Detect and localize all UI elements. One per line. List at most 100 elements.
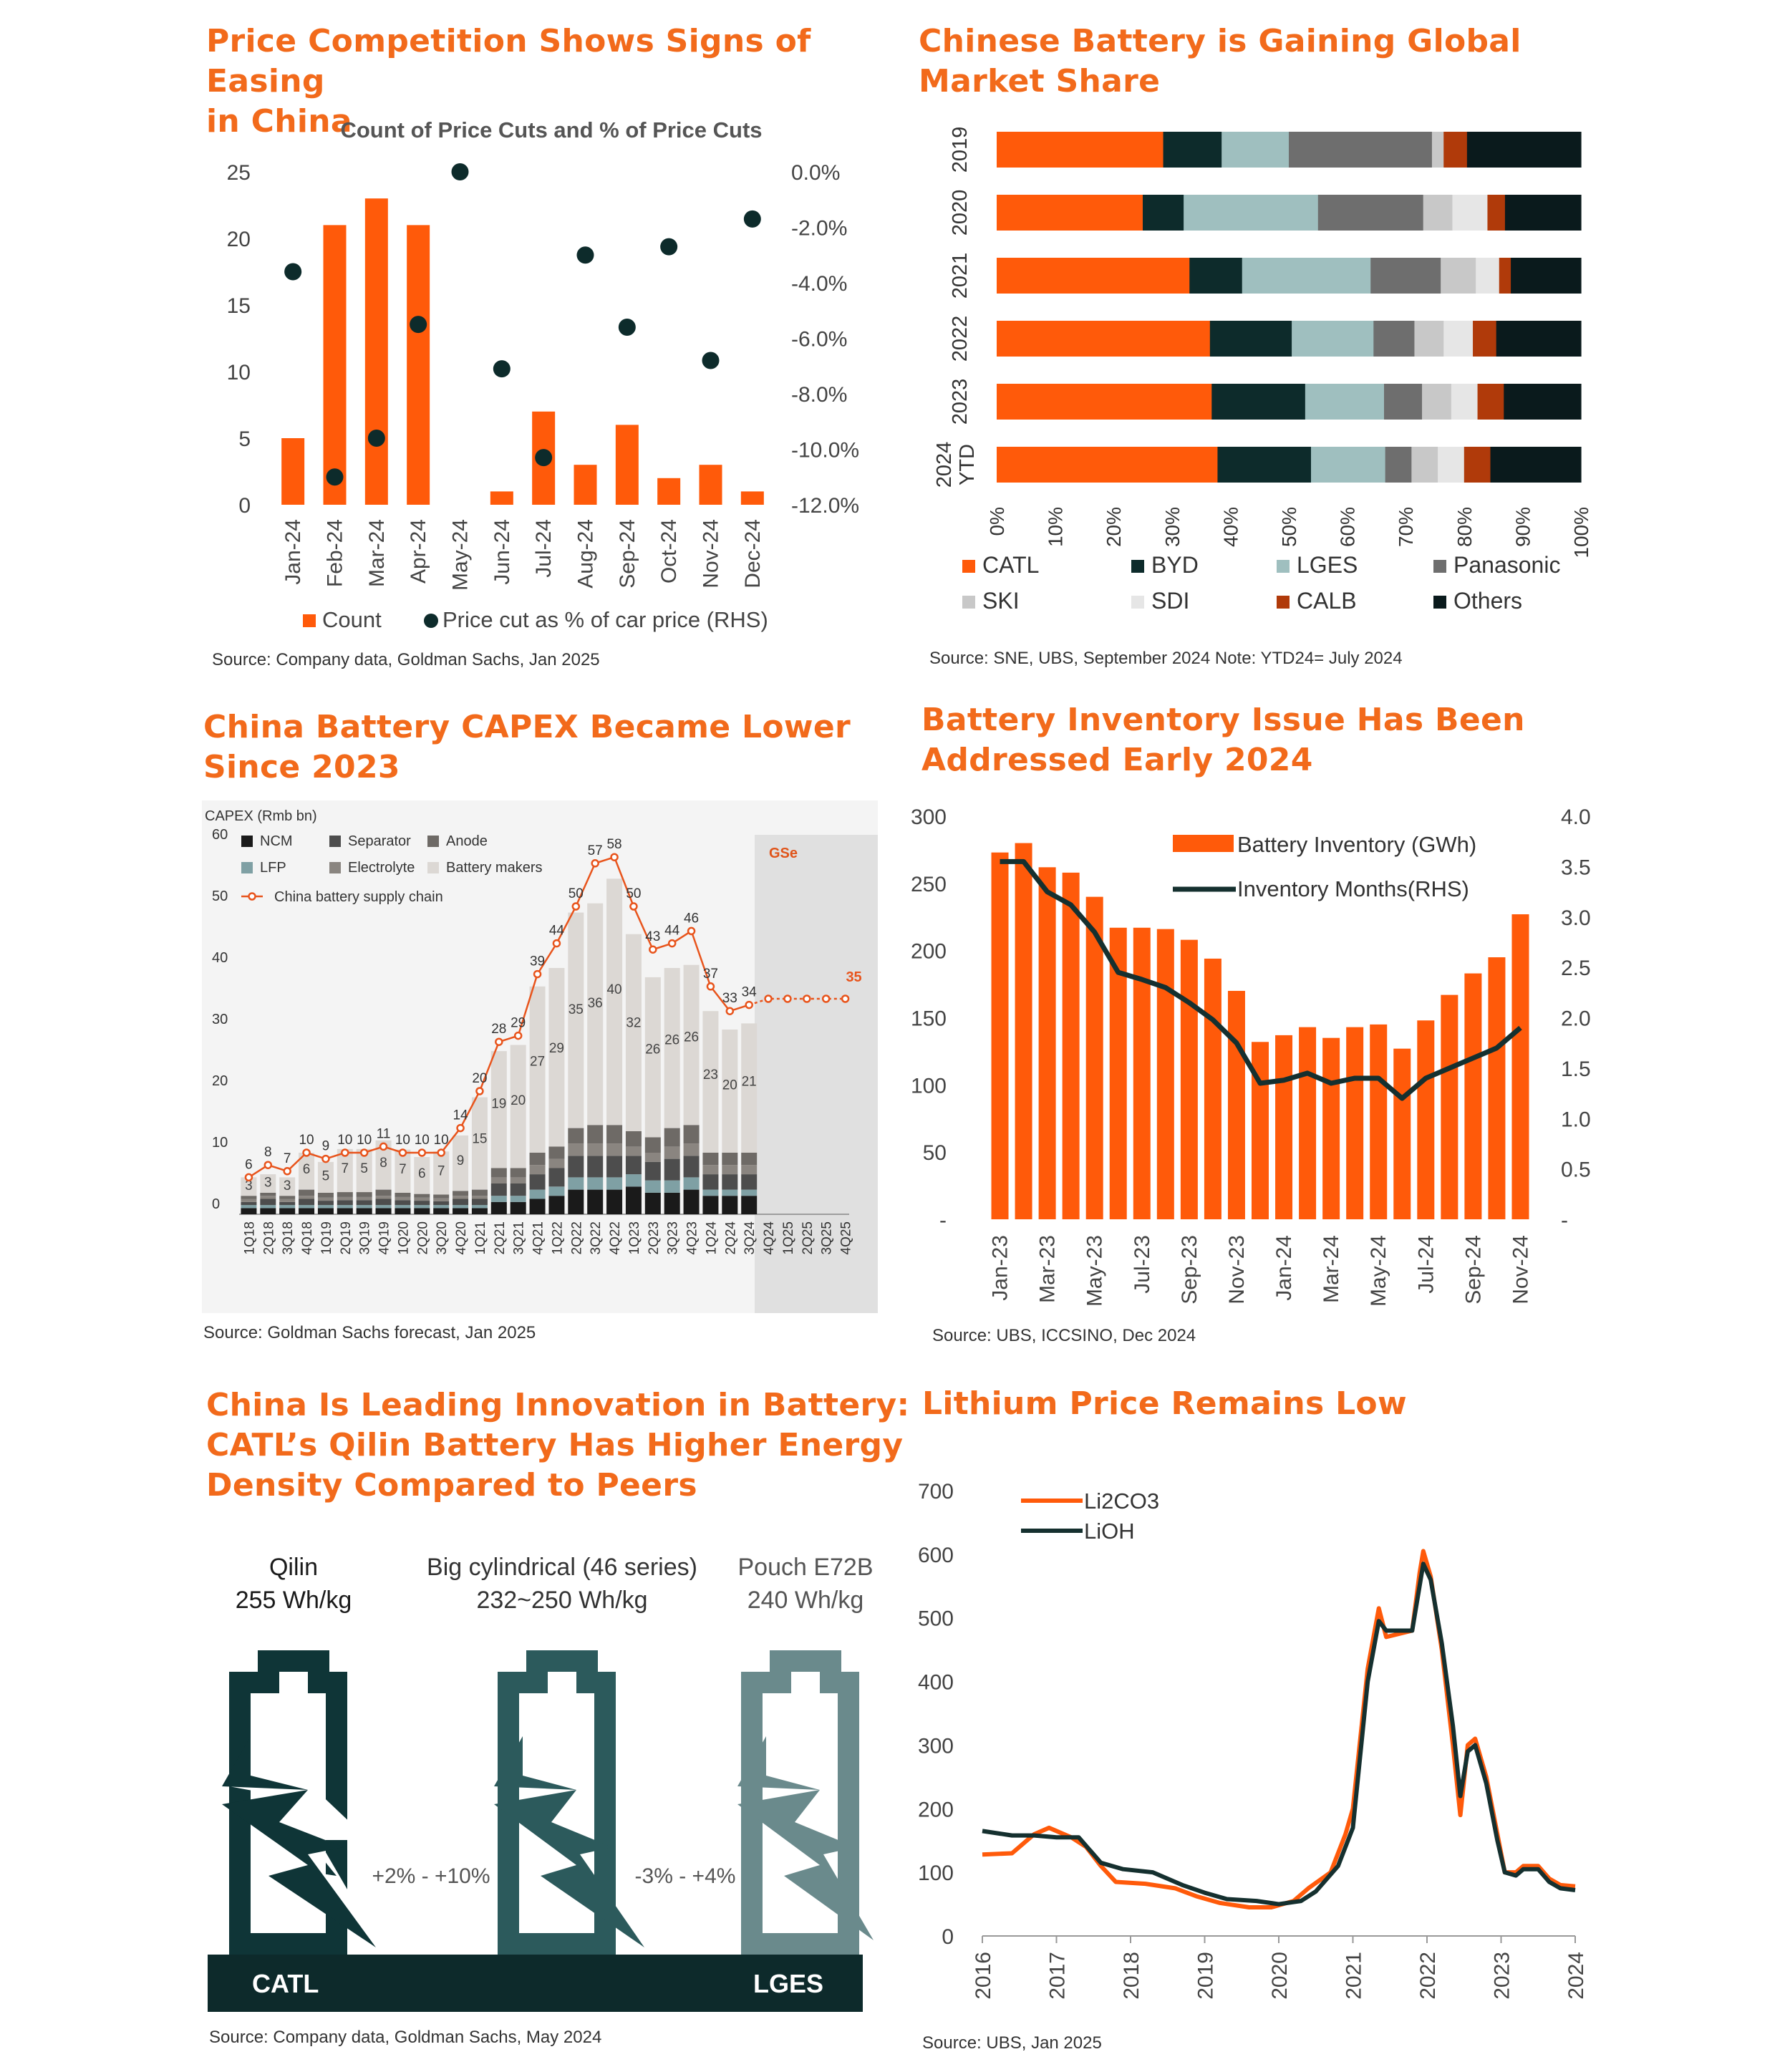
supply-chain-point bbox=[591, 859, 599, 868]
stacked-bar-segment bbox=[683, 964, 700, 1125]
y-tick-right: 1.5 bbox=[1561, 1057, 1591, 1081]
legend-swatch bbox=[962, 596, 975, 609]
comparison-bar-right: LGES bbox=[753, 1969, 823, 1998]
stacked-bar-segment bbox=[375, 1189, 392, 1196]
y-tick-right: 0.5 bbox=[1561, 1158, 1591, 1182]
x-tick-label: 2Q20 bbox=[415, 1221, 430, 1254]
lioh-line bbox=[982, 1562, 1576, 1907]
bar bbox=[1062, 872, 1080, 1219]
battery-3-name: Pouch E72B bbox=[737, 1554, 873, 1581]
y-tick-label: 0 bbox=[212, 1196, 220, 1212]
stacked-bar-segment bbox=[702, 1011, 719, 1153]
y-tick-left: 5 bbox=[238, 427, 251, 451]
stacked-bar-segment bbox=[490, 1201, 507, 1214]
x-tick-label: 3Q18 bbox=[281, 1221, 296, 1254]
innovation-title-line-3: Density Compared to Peers bbox=[206, 1467, 697, 1504]
stacked-bar-segment bbox=[414, 1194, 430, 1198]
legend-swatch bbox=[962, 560, 975, 573]
supply-chain-point bbox=[398, 1148, 407, 1157]
stacked-bar-segment bbox=[375, 1196, 392, 1199]
x-tick-label: 30% bbox=[1161, 507, 1184, 547]
battery-maker-label: 20 bbox=[722, 1078, 737, 1093]
total-value-label: 10 bbox=[415, 1133, 430, 1148]
battery-maker-label: 9 bbox=[457, 1153, 465, 1168]
supply-chain-point bbox=[302, 1148, 311, 1157]
battery-maker-label: 26 bbox=[664, 1033, 679, 1048]
comparison-bar-left: CATL bbox=[252, 1969, 319, 1998]
legend-label: CATL bbox=[982, 552, 1039, 578]
x-tick-label: May-23 bbox=[1083, 1235, 1107, 1307]
x-tick-label: 80% bbox=[1453, 507, 1476, 547]
bar bbox=[574, 465, 597, 505]
x-tick-label: 1Q20 bbox=[396, 1221, 411, 1254]
stacked-bar-segment bbox=[299, 1153, 315, 1190]
x-tick-label: 40% bbox=[1219, 507, 1242, 547]
stacked-bar-segment bbox=[337, 1208, 353, 1214]
stacked-bar-segment bbox=[644, 1180, 661, 1193]
battery-maker-label: 21 bbox=[742, 1075, 757, 1090]
stacked-bar-segment bbox=[1384, 384, 1423, 420]
legend-swatch bbox=[329, 836, 341, 847]
bar bbox=[699, 465, 722, 505]
total-value-label: 11 bbox=[377, 1126, 391, 1141]
supply-chain-point bbox=[667, 939, 677, 948]
stacked-bar-segment bbox=[683, 1156, 700, 1178]
stacked-bar-segment bbox=[433, 1205, 450, 1209]
x-tick-label: 3Q21 bbox=[512, 1221, 527, 1254]
stacked-bar-segment bbox=[683, 1177, 700, 1190]
y-tick-label: 600 bbox=[918, 1544, 954, 1567]
comparison-bar bbox=[208, 1955, 863, 2012]
legend-label: LFP bbox=[260, 860, 286, 876]
supply-chain-point bbox=[571, 902, 581, 911]
stacked-bar-segment bbox=[453, 1208, 469, 1214]
stacked-bar-segment bbox=[644, 977, 661, 1138]
x-tick-label: 100% bbox=[1570, 507, 1592, 558]
supply-chain-point bbox=[552, 939, 561, 948]
battery-maker-label: 20 bbox=[511, 1093, 526, 1108]
pouch-battery-icon bbox=[737, 1650, 874, 1955]
legend-swatch-count bbox=[303, 614, 316, 627]
market-share-title-line-2: Market Share bbox=[919, 63, 1161, 100]
stacked-bar-segment bbox=[299, 1205, 315, 1209]
stacked-bar-segment bbox=[568, 1143, 584, 1156]
y-tick-left: 300 bbox=[911, 805, 947, 829]
stacked-bar-segment bbox=[741, 1023, 758, 1153]
stacked-bar-segment bbox=[356, 1148, 372, 1193]
y-category-label: 2021 bbox=[949, 253, 972, 299]
total-value-label: 10 bbox=[337, 1133, 352, 1148]
stacked-bar-segment bbox=[510, 1201, 526, 1214]
stacked-bar-segment bbox=[1473, 321, 1497, 357]
stacked-bar-segment bbox=[414, 1157, 430, 1194]
stacked-bar-segment bbox=[433, 1208, 450, 1214]
stacked-bar-segment bbox=[241, 1201, 257, 1206]
stacked-bar-segment bbox=[337, 1200, 353, 1206]
stacked-bar-segment bbox=[414, 1201, 430, 1206]
total-value-label: 29 bbox=[511, 1016, 526, 1031]
stacked-bar-segment bbox=[606, 878, 623, 1125]
total-value-label: 8 bbox=[264, 1145, 272, 1160]
stacked-bar-segment bbox=[529, 1174, 546, 1190]
stacked-bar-segment bbox=[1476, 258, 1500, 294]
stacked-bar-segment bbox=[1317, 195, 1424, 231]
y-tick-right: -6.0% bbox=[791, 328, 847, 352]
market-share-source: Source: SNE, UBS, September 2024 Note: Y… bbox=[929, 649, 1403, 668]
x-tick-label: 4Q22 bbox=[608, 1221, 623, 1254]
total-value-label: 58 bbox=[606, 837, 621, 852]
x-tick-label: 3Q24 bbox=[742, 1221, 758, 1255]
x-tick-label: 1Q21 bbox=[473, 1221, 488, 1254]
bar bbox=[281, 438, 305, 505]
legend-label: China battery supply chain bbox=[274, 889, 443, 905]
x-tick-label: Jul-23 bbox=[1131, 1235, 1154, 1294]
bar bbox=[490, 491, 513, 505]
stacked-bar-segment bbox=[395, 1192, 411, 1197]
x-tick-label: Mar-24 bbox=[1320, 1235, 1343, 1303]
inventory-title: Battery Inventory Issue Has Been Address… bbox=[921, 700, 1609, 780]
stacked-bar-segment bbox=[568, 1128, 584, 1144]
y-tick-label: 0 bbox=[942, 1925, 954, 1949]
bar bbox=[1133, 927, 1151, 1219]
capex-chart: GSe CAPEX (Rmb bn) 0 10 20 30 40 50 60 3 1Q18 3 2Q18… bbox=[202, 800, 878, 1313]
forecast-shade bbox=[755, 835, 878, 1313]
supply-chain-point bbox=[649, 945, 657, 954]
stacked-bar-segment bbox=[471, 1199, 488, 1206]
total-value-label: 10 bbox=[395, 1133, 410, 1148]
